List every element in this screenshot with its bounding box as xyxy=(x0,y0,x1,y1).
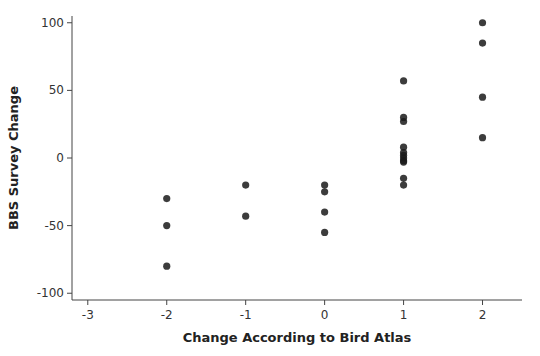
points xyxy=(163,19,486,270)
chart-container: -3 -2 -1 0 1 2 -100 -50 0 50 100 Change According t… xyxy=(0,0,540,356)
point xyxy=(321,208,328,215)
y-tick-label: 50 xyxy=(49,83,64,97)
x-tick xyxy=(403,300,404,305)
axes: -3 -2 -1 0 1 2 -100 -50 0 50 100 xyxy=(37,16,522,322)
y-tick xyxy=(67,90,72,91)
x-tick-label: 1 xyxy=(400,308,408,322)
x-tick-label: -3 xyxy=(82,308,94,322)
point xyxy=(163,222,170,229)
x-tick xyxy=(482,300,483,305)
y-tick xyxy=(67,158,72,159)
point xyxy=(400,175,407,182)
y-tick-label: -50 xyxy=(44,219,64,233)
x-tick xyxy=(245,300,246,305)
x-axis-line xyxy=(72,300,522,301)
point xyxy=(321,229,328,236)
point xyxy=(321,188,328,195)
point xyxy=(400,158,407,165)
y-tick xyxy=(67,225,72,226)
point xyxy=(242,181,249,188)
x-tick-label: 0 xyxy=(321,308,329,322)
x-axis-label: Change According to Bird Atlas xyxy=(183,330,412,345)
point xyxy=(163,195,170,202)
x-tick xyxy=(324,300,325,305)
y-axis-label: BBS Survey Change xyxy=(6,86,21,230)
x-tick-label: -2 xyxy=(161,308,173,322)
point xyxy=(400,77,407,84)
y-tick-label: -100 xyxy=(37,286,64,300)
y-tick-label: 0 xyxy=(56,151,64,165)
point xyxy=(321,181,328,188)
point xyxy=(400,118,407,125)
point xyxy=(400,181,407,188)
x-tick xyxy=(87,300,88,305)
x-tick-label: 2 xyxy=(479,308,487,322)
y-tick-label: 100 xyxy=(41,16,64,30)
point xyxy=(242,213,249,220)
chart-svg: -3 -2 -1 0 1 2 -100 -50 0 50 100 Change According t… xyxy=(0,0,540,356)
y-tick xyxy=(67,293,72,294)
x-tick xyxy=(166,300,167,305)
point xyxy=(479,134,486,141)
x-tick-label: -1 xyxy=(240,308,252,322)
point xyxy=(163,263,170,270)
point xyxy=(479,39,486,46)
point xyxy=(479,19,486,26)
point xyxy=(479,94,486,101)
y-tick xyxy=(67,22,72,23)
